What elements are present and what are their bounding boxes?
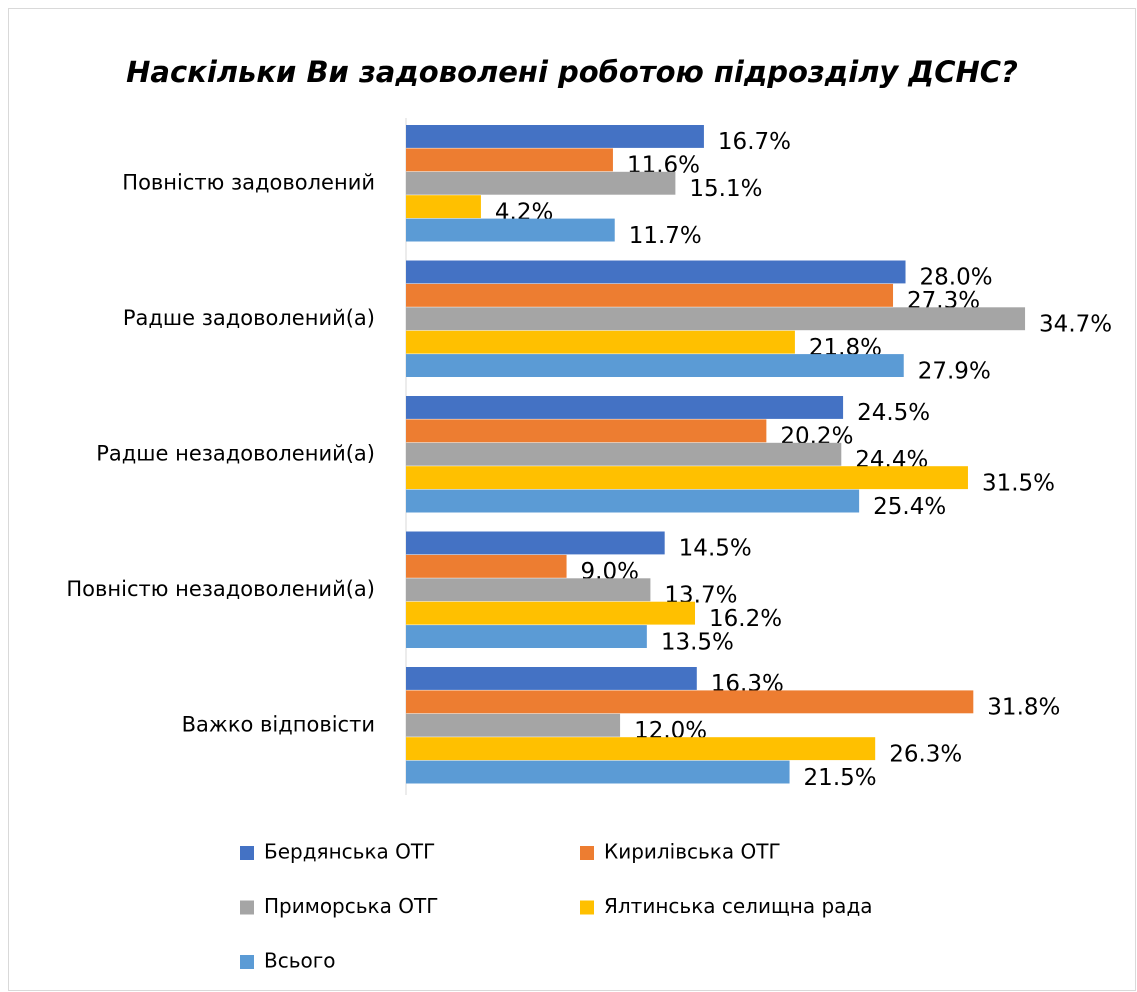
bar [406, 442, 842, 466]
data-label: 21.5% [804, 765, 877, 791]
legend-swatch [240, 846, 254, 860]
legend-swatch [240, 900, 254, 915]
bar [406, 489, 860, 513]
bar [406, 737, 876, 761]
category-label: Радше задоволений(а) [123, 306, 375, 330]
category-label: Радше незадоволений(а) [96, 442, 375, 466]
data-label: 25.4% [873, 494, 946, 520]
bar [406, 148, 613, 172]
legend-swatch [580, 900, 594, 915]
bar [406, 554, 567, 578]
legend-label: Ялтинська селищна рада [604, 894, 873, 918]
legend-swatch [580, 846, 594, 860]
bar [406, 396, 844, 419]
data-label: 14.5% [679, 536, 752, 562]
legend-label: Кирилівська ОТГ [604, 840, 781, 864]
category-label: Важко відповісти [182, 713, 375, 737]
bar [406, 466, 968, 490]
bar [406, 667, 697, 690]
bar [406, 690, 974, 714]
bar [406, 531, 665, 555]
data-label: 15.1% [689, 176, 762, 202]
legend-label: Бердянська ОТГ [264, 840, 435, 864]
legend-label: Приморська ОТГ [264, 894, 438, 918]
bar [406, 218, 615, 242]
data-label: 13.5% [661, 629, 734, 655]
data-label: 27.9% [918, 358, 991, 384]
category-label: Повністю незадоволений(а) [66, 577, 375, 601]
data-label: 31.5% [982, 470, 1055, 496]
data-label: 34.7% [1039, 312, 1112, 338]
data-label: 16.7% [718, 129, 791, 155]
bar [406, 283, 894, 307]
data-label: 11.7% [629, 223, 702, 249]
data-label: 16.2% [709, 606, 782, 632]
data-label: 24.5% [857, 400, 930, 426]
bar [406, 307, 1026, 331]
bar [406, 260, 906, 284]
bar [406, 625, 647, 648]
data-label: 31.8% [987, 695, 1060, 721]
bar [406, 330, 795, 354]
bar [406, 713, 621, 737]
bar [406, 195, 481, 219]
data-label: 26.3% [889, 741, 962, 767]
category-label: Повністю задоволений [122, 171, 375, 195]
bar [406, 419, 767, 443]
bar [406, 125, 704, 148]
bar [406, 578, 651, 602]
bar [406, 760, 790, 784]
legend-label: Всього [264, 949, 335, 973]
bar [406, 601, 696, 625]
bar [406, 354, 904, 377]
legend-swatch [240, 955, 254, 969]
data-label: 28.0% [920, 265, 993, 291]
bar [406, 171, 676, 195]
chart-title: Наскільки Ви задоволені роботою підрозді… [126, 55, 1018, 89]
